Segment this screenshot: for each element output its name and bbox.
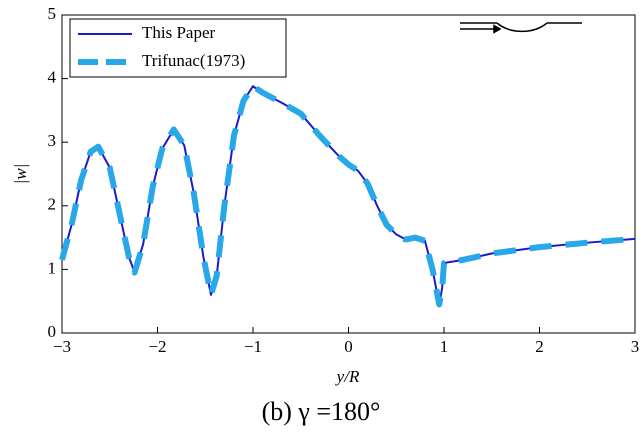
chart-title: (b) γ =180° [262,397,381,426]
y-tick-label: 3 [48,131,57,150]
legend-label: Trifunac(1973) [142,51,245,70]
y-tick-label: 5 [48,4,57,23]
y-axis-label: |w| [11,164,30,185]
legend-box [69,18,287,78]
y-tick-label: 1 [48,258,57,277]
y-tick-label: 2 [48,195,57,214]
x-tick-label: −3 [53,337,71,356]
inset-diagram [460,22,582,34]
series-line [59,83,636,308]
legend-label: This Paper [142,23,216,42]
y-tick-label: 0 [48,322,57,341]
x-tick-label: −1 [244,337,262,356]
y-tick-label: 4 [48,68,57,87]
x-axis-label: y/R [335,367,360,386]
series-line [61,85,636,306]
x-tick-label: −2 [148,337,166,356]
x-tick-label: 3 [631,337,640,356]
x-tick-label: 2 [535,337,544,356]
x-tick-label: 1 [440,337,449,356]
x-tick-label: 0 [344,337,353,356]
